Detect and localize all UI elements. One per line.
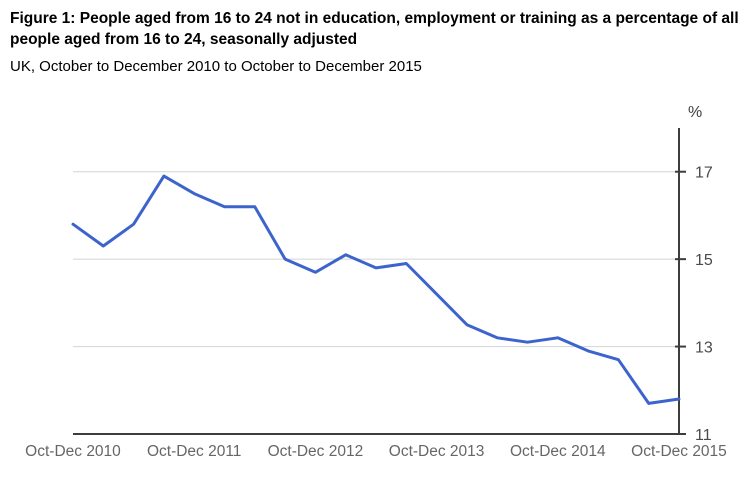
x-tick-label: Oct-Dec 2014 (510, 443, 606, 460)
y-tick-label: 13 (695, 340, 713, 357)
x-tick-label: Oct-Dec 2015 (631, 443, 727, 460)
y-tick-label: 15 (695, 252, 713, 269)
y-tick-label: 11 (695, 427, 712, 444)
figure-title: Figure 1: People aged from 16 to 24 not … (10, 10, 739, 48)
figure-subtitle: UK, October to December 2010 to October … (10, 58, 422, 75)
x-tick-label: Oct-Dec 2012 (268, 443, 364, 460)
neet-rate-line (71, 174, 681, 405)
y-axis-unit-label: % (688, 104, 702, 121)
x-tick-label: Oct-Dec 2011 (147, 443, 241, 460)
x-tick-label: Oct-Dec 2013 (389, 443, 485, 460)
y-tick-label: 17 (695, 165, 713, 182)
x-tick-label: Oct-Dec 2010 (25, 443, 121, 460)
